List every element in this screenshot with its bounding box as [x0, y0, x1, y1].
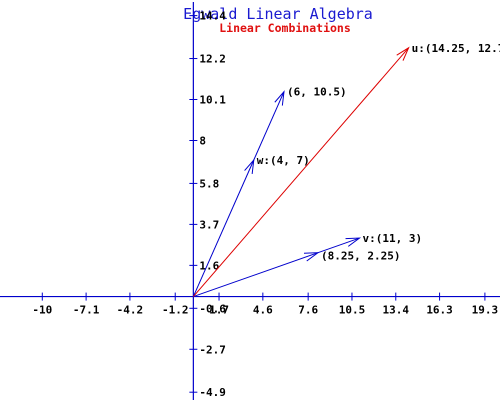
y-tick-label: 5.8 [199, 177, 219, 190]
x-tick-label: -10 [32, 304, 52, 317]
u-vector-arrowhead [396, 46, 410, 61]
y-tick-label: 10.1 [199, 94, 226, 107]
chart-subtitle: Linear Combinations [219, 21, 351, 35]
y-tick-label: -2.7 [199, 343, 226, 356]
x-tick-label: -4.2 [117, 304, 144, 317]
y-tick-label: 3.7 [199, 218, 219, 231]
y-tick-label: 1.6 [199, 259, 219, 272]
w-scaled-vector-label: (6, 10.5) [287, 86, 347, 99]
v-scaled-vector [193, 252, 319, 298]
x-tick-label: 1.7 [209, 304, 229, 317]
v-scaled-vector-label: (8.25, 2.25) [321, 250, 400, 263]
y-tick-label: 14.4 [199, 10, 226, 23]
x-tick-label: -7.1 [73, 304, 100, 317]
v-vector [317, 237, 360, 254]
u-vector-label: u:(14.25, 12.75) [412, 42, 500, 55]
w-vector [192, 159, 255, 297]
y-tick-label: 8 [199, 134, 206, 147]
w-scaled-vector [253, 91, 285, 161]
x-tick-label: 4.6 [253, 304, 273, 317]
y-tick-label: -4.9 [199, 386, 226, 399]
y-tick-label: 12.2 [199, 53, 226, 66]
x-tick-label: 7.6 [298, 304, 318, 317]
u-vector [192, 47, 409, 297]
w-scaled-vector-arrowhead [274, 90, 285, 106]
w-vector-label: w:(4, 7) [257, 154, 310, 167]
w-vector-arrowhead [244, 158, 255, 174]
x-tick-label: 10.5 [339, 304, 366, 317]
x-tick-label: 16.3 [426, 304, 453, 317]
x-tick-label: -1.2 [162, 304, 189, 317]
y-tick-label: -0.6 [199, 302, 226, 315]
v-vector-label: v:(11, 3) [363, 232, 423, 245]
vectors: w:(4, 7) (6, 10.5) (8.25, 2.25) v:(11, 3) u:… [192, 42, 500, 298]
v-vector-arrowhead [345, 237, 362, 247]
x-tick-label: 13.4 [383, 304, 410, 317]
chart-title: Egwald Linear Algebra [183, 5, 373, 23]
x-tick-label: 19.3 [472, 304, 499, 317]
